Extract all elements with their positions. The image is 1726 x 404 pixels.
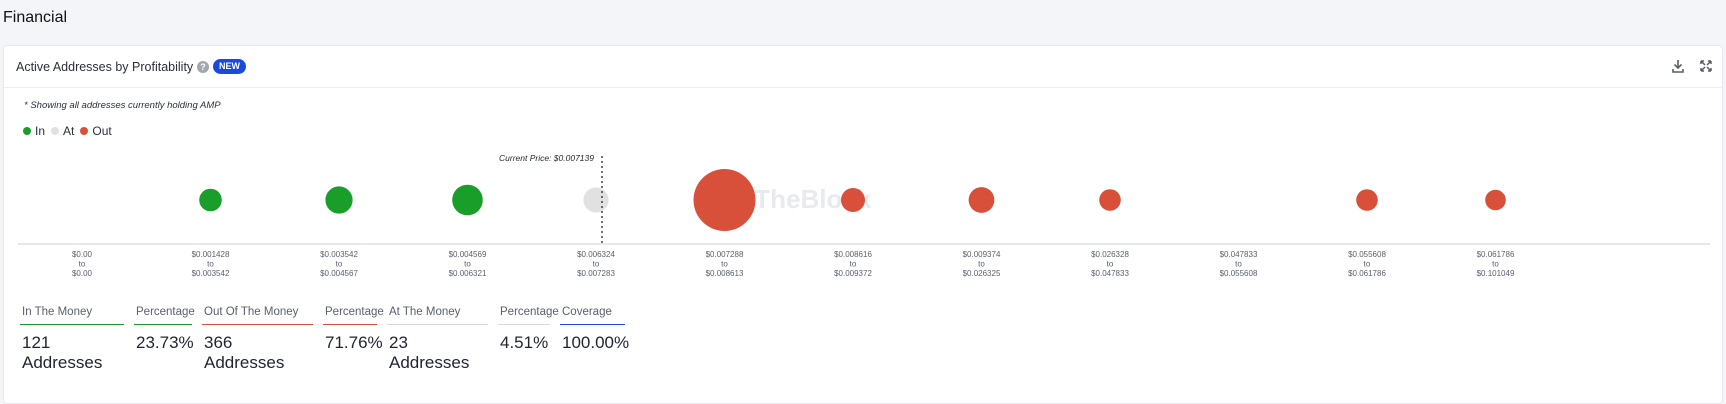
tick-label-to: $0.003542	[192, 269, 230, 278]
tick-label-to-word: to	[721, 260, 728, 269]
stat-label: Percentage	[498, 306, 559, 325]
card-title: Active Addresses by Profitability	[16, 60, 194, 74]
stat-value: 23.73%	[136, 333, 194, 352]
legend-label-out: Out	[92, 124, 112, 138]
stats-row: In The Money 121 Addresses Percentage 23.73…	[20, 306, 635, 373]
tick-label-from: $0.055608	[1348, 250, 1386, 259]
chart-legend: In At Out	[23, 124, 118, 138]
stat-label: In The Money	[20, 306, 124, 325]
help-icon[interactable]: ?	[197, 61, 209, 73]
tick-label-from: $0.006324	[577, 250, 615, 259]
stat-value: 4.51%	[500, 333, 549, 352]
stat-item: In The Money 121 Addresses	[20, 306, 124, 373]
tick-label-to: $0.061786	[1348, 269, 1386, 278]
tick-label-to-word: to	[1235, 260, 1242, 269]
stat-label: Percentage	[323, 306, 384, 325]
tick-label-from: $0.008616	[834, 250, 872, 259]
tick-label-to: $0.008613	[706, 269, 744, 278]
legend-label-in: In	[35, 124, 46, 138]
stat-item: Coverage 100.00%	[560, 306, 630, 373]
bubble-out	[1099, 189, 1121, 211]
stat-label: At The Money	[387, 306, 488, 325]
stat-value: 100.00%	[562, 333, 630, 352]
current-price-label: Current Price: $0.007139	[499, 153, 594, 163]
tick-label-to: $0.007283	[577, 269, 615, 278]
stat-label: Out Of The Money	[202, 306, 313, 325]
tick-label-to-word: to	[336, 260, 343, 269]
stat-label: Percentage	[134, 306, 195, 325]
bubble-out	[968, 187, 995, 213]
tick-label-from: $0.009374	[963, 250, 1001, 259]
legend-dot-at	[51, 127, 60, 135]
tick-label-to: $0.006321	[449, 269, 487, 278]
new-badge: NEW	[213, 59, 246, 74]
legend-item-in[interactable]: In	[23, 124, 45, 138]
tick-label-to: $0.009372	[834, 269, 872, 278]
profitability-bubble-chart: IntoTheBlock$0.00to$0.00$0.001428to$0.00…	[18, 153, 1710, 278]
stat-item: Percentage 23.73%	[134, 306, 195, 373]
tick-label-to: $0.047833	[1091, 269, 1129, 278]
tick-label-from: $0.001428	[192, 250, 230, 259]
legend-dot-out	[80, 127, 89, 135]
footnote: * Showing all addresses currently holdin…	[24, 100, 221, 111]
download-icon[interactable]	[1668, 56, 1688, 76]
bubble-in	[199, 188, 222, 212]
tick-label-to-word: to	[978, 260, 985, 269]
stat-value: 23 Addresses	[389, 333, 470, 372]
bubble-in	[452, 184, 483, 216]
legend-item-out[interactable]: Out	[80, 124, 112, 138]
expand-icon[interactable]	[1696, 56, 1716, 76]
tick-label-to-word: to	[593, 260, 600, 269]
legend-item-at[interactable]: At	[51, 124, 74, 138]
tick-label-from: $0.047833	[1220, 250, 1258, 259]
tick-label-to-word: to	[1492, 260, 1499, 269]
legend-label-at: At	[63, 124, 75, 138]
tick-label-from: $0.00	[72, 250, 93, 259]
bubble-out	[841, 188, 865, 212]
bubble-at	[583, 187, 609, 213]
tick-label-to: $0.00	[72, 269, 93, 278]
tick-label-to-word: to	[464, 260, 471, 269]
stat-item: Percentage 71.76%	[323, 306, 384, 373]
tick-label-from: $0.007288	[706, 250, 744, 259]
tick-label-to-word: to	[1364, 260, 1371, 269]
stat-value: 366 Addresses	[204, 333, 285, 372]
tick-label-to: $0.004567	[320, 269, 358, 278]
section-title: Financial	[3, 9, 68, 26]
tick-label-to-word: to	[207, 260, 214, 269]
stat-label: Coverage	[560, 306, 625, 325]
bubble-out	[1485, 189, 1506, 211]
stat-value: 121 Addresses	[22, 333, 103, 372]
legend-dot-in	[23, 127, 31, 135]
tick-label-to: $0.101049	[1477, 269, 1515, 278]
tick-label-from: $0.003542	[320, 250, 358, 259]
tick-label-to: $0.026325	[963, 269, 1001, 278]
tick-label-to-word: to	[850, 260, 857, 269]
bubble-out	[693, 169, 756, 231]
tick-label-from: $0.061786	[1477, 250, 1515, 259]
bubble-in	[325, 186, 353, 214]
stat-item: At The Money 23 Addresses	[387, 306, 488, 373]
stat-item: Percentage 4.51%	[498, 306, 559, 373]
tick-label-to-word: to	[79, 260, 86, 269]
tick-label-to-word: to	[1107, 260, 1114, 269]
tick-label-to: $0.055608	[1220, 269, 1258, 278]
tick-label-from: $0.004569	[449, 250, 487, 259]
profitability-card: Active Addresses by Profitability ? NEW …	[3, 45, 1723, 404]
stat-value: 71.76%	[325, 333, 383, 352]
bubble-out	[1356, 189, 1378, 211]
card-header: Active Addresses by Profitability ? NEW	[4, 46, 1722, 88]
tick-label-from: $0.026328	[1091, 250, 1129, 259]
stat-item: Out Of The Money 366 Addresses	[202, 306, 313, 373]
